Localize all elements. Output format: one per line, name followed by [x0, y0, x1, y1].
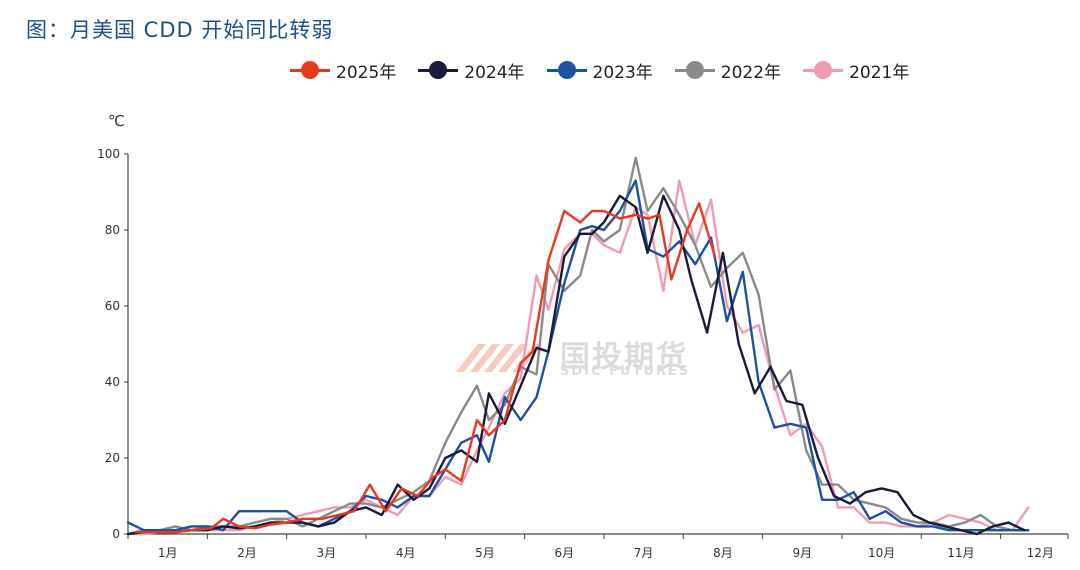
legend-label-2021: 2021年 — [849, 62, 910, 83]
x-tick-label: 12月 — [1027, 546, 1054, 560]
y-tick-label: 60 — [105, 299, 120, 313]
legend-swatch-2022 — [674, 60, 715, 80]
legend-swatch-2025 — [290, 60, 330, 80]
legend-label-2022: 2022年 — [720, 62, 782, 83]
y-tick-label: 20 — [105, 451, 120, 465]
x-tick-label: 11月 — [947, 546, 974, 560]
legend-item-2025: 2025年 — [290, 58, 396, 83]
x-tick-label: 2月 — [237, 546, 257, 560]
legend-item-2021: 2021年 — [803, 58, 909, 83]
chart-axes: 0 20 40 60 80 100 ℃ 1月 2月 3月 4月 5月 6月 7月 8月 9月 10月 11月 12月 — [97, 112, 1069, 560]
y-tick-label: 100 — [97, 147, 120, 161]
legend-item-2024: 2024年 — [418, 58, 525, 83]
x-tick-label: 9月 — [792, 546, 812, 560]
chart-title: 图：月美国 CDD 开始同比转弱 — [26, 18, 334, 42]
y-tick-label: 0 — [112, 527, 120, 541]
x-tick-label: 1月 — [158, 546, 178, 560]
series-line-2022年 — [126, 156, 1030, 536]
x-tick-label: 10月 — [868, 546, 895, 560]
x-tick-label: 7月 — [634, 546, 654, 560]
legend-swatch-2024 — [418, 60, 459, 80]
legend-item-2022: 2022年 — [674, 58, 782, 83]
legend-item-2023: 2023年 — [546, 58, 653, 83]
legend-label-2024: 2024年 — [464, 62, 525, 83]
chart-legend: 2025年 2024年 2023年 2022年 2021年 — [290, 56, 931, 84]
x-tick-label: 3月 — [316, 546, 336, 560]
y-tick-label: 40 — [105, 375, 120, 389]
x-tick-label: 8月 — [713, 546, 733, 560]
series-line-2025年 — [134, 202, 717, 534]
x-tick-label: 6月 — [554, 546, 574, 560]
x-tick-label: 4月 — [396, 546, 416, 560]
y-axis-unit: ℃ — [108, 112, 125, 130]
x-tick-label: 5月 — [475, 546, 495, 560]
series-line-2023年 — [126, 179, 1030, 532]
legend-label-2025: 2025年 — [336, 62, 397, 83]
legend-swatch-2021 — [803, 60, 844, 80]
y-tick-label: 80 — [105, 223, 120, 237]
legend-label-2023: 2023年 — [592, 62, 653, 83]
chart-series — [126, 156, 1030, 536]
legend-swatch-2023 — [546, 60, 587, 80]
